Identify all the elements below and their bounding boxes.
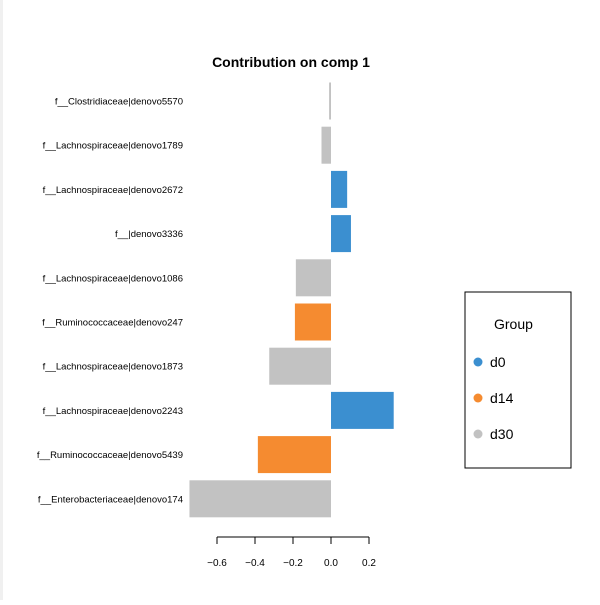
category-label-4: f__Lachnospiraceae|denovo1086	[43, 273, 183, 284]
bar-8	[257, 436, 331, 474]
bar-7	[331, 391, 394, 429]
x-tick-label-0: −0.6	[207, 558, 227, 569]
bar-0	[329, 82, 331, 120]
category-label-0: f__Clostridiaceae|denovo5570	[55, 97, 183, 108]
category-label-6: f__Lachnospiraceae|denovo1873	[43, 362, 183, 373]
bar-2	[331, 170, 348, 208]
legend-label-d0: d0	[490, 354, 506, 370]
x-tick-label-3: 0.0	[324, 558, 338, 569]
legend-label-d14: d14	[490, 390, 514, 406]
chart-title: Contribution on comp 1	[212, 54, 370, 70]
legend-marker-d14	[473, 393, 483, 403]
bar-5	[294, 303, 331, 341]
legend-label-d30: d30	[490, 426, 514, 442]
legend-box	[464, 291, 572, 469]
legend-marker-d0	[473, 357, 483, 367]
category-label-1: f__Lachnospiraceae|denovo1789	[43, 141, 183, 152]
bar-4	[295, 259, 331, 297]
category-label-3: f__|denovo3336	[115, 229, 183, 240]
bar-1	[321, 126, 331, 164]
page-left-edge	[0, 0, 3, 600]
category-label-9: f__Enterobacteriaceae|denovo174	[38, 494, 183, 505]
legend: Group d0 d14 d30	[464, 291, 572, 469]
category-label-8: f__Ruminococcaceae|denovo5439	[37, 450, 183, 461]
legend-title: Group	[494, 316, 533, 332]
category-label-5: f__Ruminococcaceae|denovo247	[42, 318, 183, 329]
bar-6	[269, 347, 331, 385]
category-label-7: f__Lachnospiraceae|denovo2243	[43, 406, 183, 417]
x-tick-label-1: −0.4	[245, 558, 265, 569]
x-tick-label-4: 0.2	[362, 558, 376, 569]
bars-layer	[189, 82, 394, 518]
x-tick-label-2: −0.2	[283, 558, 303, 569]
category-labels: f__Clostridiaceae|denovo5570 f__Lachnospi…	[37, 97, 183, 506]
category-label-2: f__Lachnospiraceae|denovo2672	[43, 185, 183, 196]
x-axis: −0.6 −0.4 −0.2 0.0 0.2	[207, 536, 376, 569]
bar-3	[331, 215, 351, 253]
legend-marker-d30	[473, 429, 483, 439]
bar-9	[189, 480, 331, 518]
